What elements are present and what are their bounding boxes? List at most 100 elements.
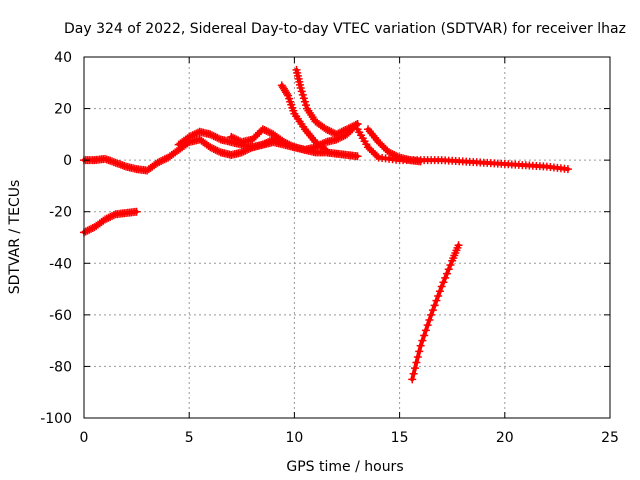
data-point — [209, 132, 218, 141]
data-point — [421, 326, 430, 335]
series-arc-spike-a — [277, 81, 330, 154]
data-point — [379, 143, 388, 152]
data-point — [230, 134, 239, 143]
series-arc-upper — [174, 120, 362, 154]
data-point — [343, 125, 351, 134]
data-point — [104, 213, 113, 222]
series-arc-peaks — [227, 125, 288, 147]
y-tick-label: -80 — [49, 359, 72, 375]
data-point — [264, 127, 273, 136]
data-point — [132, 207, 141, 216]
data-point — [392, 151, 401, 160]
data-point — [299, 94, 308, 103]
data-point — [300, 97, 309, 106]
y-tick-label: 40 — [54, 50, 72, 66]
data-point — [408, 375, 417, 384]
data-point — [229, 133, 238, 142]
data-point — [423, 321, 432, 330]
data-point — [227, 132, 236, 141]
data-point — [420, 331, 429, 340]
data-point — [415, 347, 424, 356]
data-point — [353, 152, 362, 161]
data-point — [390, 150, 399, 159]
data-point — [353, 120, 362, 129]
data-point — [418, 336, 427, 345]
x-tick-label: 20 — [496, 430, 514, 446]
data-point — [297, 87, 306, 96]
data-point — [339, 126, 348, 135]
data-point — [428, 306, 437, 315]
data-point — [260, 126, 269, 135]
data-point — [258, 140, 267, 149]
data-point — [321, 125, 330, 134]
data-point — [367, 146, 376, 155]
data-point — [185, 132, 194, 141]
plot-frame — [83, 56, 611, 419]
data-point — [374, 138, 383, 147]
data-point — [190, 130, 199, 139]
grid-lines — [84, 57, 610, 418]
data-point — [327, 127, 336, 136]
y-tick-label: 20 — [54, 102, 72, 118]
data-point — [101, 215, 110, 224]
data-point — [386, 149, 395, 158]
data-point — [388, 150, 397, 159]
x-tick-label: 15 — [391, 430, 409, 446]
data-point — [439, 278, 448, 287]
data-point — [155, 157, 164, 166]
y-tick-label: -60 — [49, 308, 72, 324]
data-point — [365, 144, 374, 153]
data-point — [416, 341, 425, 350]
x-tick-label: 10 — [285, 430, 303, 446]
data-point — [381, 144, 390, 153]
data-point — [234, 136, 243, 145]
data-point — [435, 287, 444, 296]
data-point — [385, 148, 394, 157]
data-point — [288, 142, 297, 151]
data-point — [432, 296, 441, 305]
y-tick-label: -20 — [49, 205, 72, 221]
x-tick-label: 0 — [80, 430, 89, 446]
data-point — [83, 226, 92, 235]
data-point — [102, 214, 111, 223]
data-point — [186, 132, 195, 141]
data-point — [351, 120, 360, 129]
series-arc-spike-b — [292, 65, 362, 139]
data-point — [213, 133, 222, 142]
data-point — [265, 128, 274, 137]
data-point — [321, 145, 330, 154]
data-point — [337, 127, 346, 136]
y-tick-label: -40 — [49, 256, 72, 272]
axis-ticks: 0 5 10 15 20 25 -100 -80 -60 -40 -20 0 20 40 — [40, 50, 619, 446]
data-point — [285, 140, 294, 149]
data-point — [369, 148, 378, 157]
data-point — [215, 147, 224, 156]
data-point — [211, 145, 220, 154]
data-point — [437, 282, 446, 291]
data-point — [301, 101, 310, 110]
x-tick-label: 25 — [601, 430, 619, 446]
data-point — [427, 310, 436, 319]
data-point — [213, 146, 222, 155]
data-point — [232, 135, 241, 144]
data-point — [416, 157, 425, 166]
data-point — [215, 134, 224, 143]
data-point — [251, 132, 260, 141]
data-point — [425, 316, 434, 325]
series-arc-early-low — [80, 207, 141, 237]
data-point — [87, 224, 96, 233]
data-point — [346, 123, 355, 132]
data-point — [296, 83, 305, 92]
data-point — [206, 143, 215, 152]
data-point — [207, 131, 216, 140]
data-point — [364, 143, 373, 152]
data-point — [279, 138, 288, 147]
data-point — [446, 261, 455, 270]
y-tick-label: -100 — [40, 411, 72, 427]
data-point — [334, 129, 343, 138]
data-point — [412, 358, 421, 367]
data-point — [157, 157, 166, 166]
data-point — [563, 165, 572, 174]
data-point — [264, 138, 273, 147]
